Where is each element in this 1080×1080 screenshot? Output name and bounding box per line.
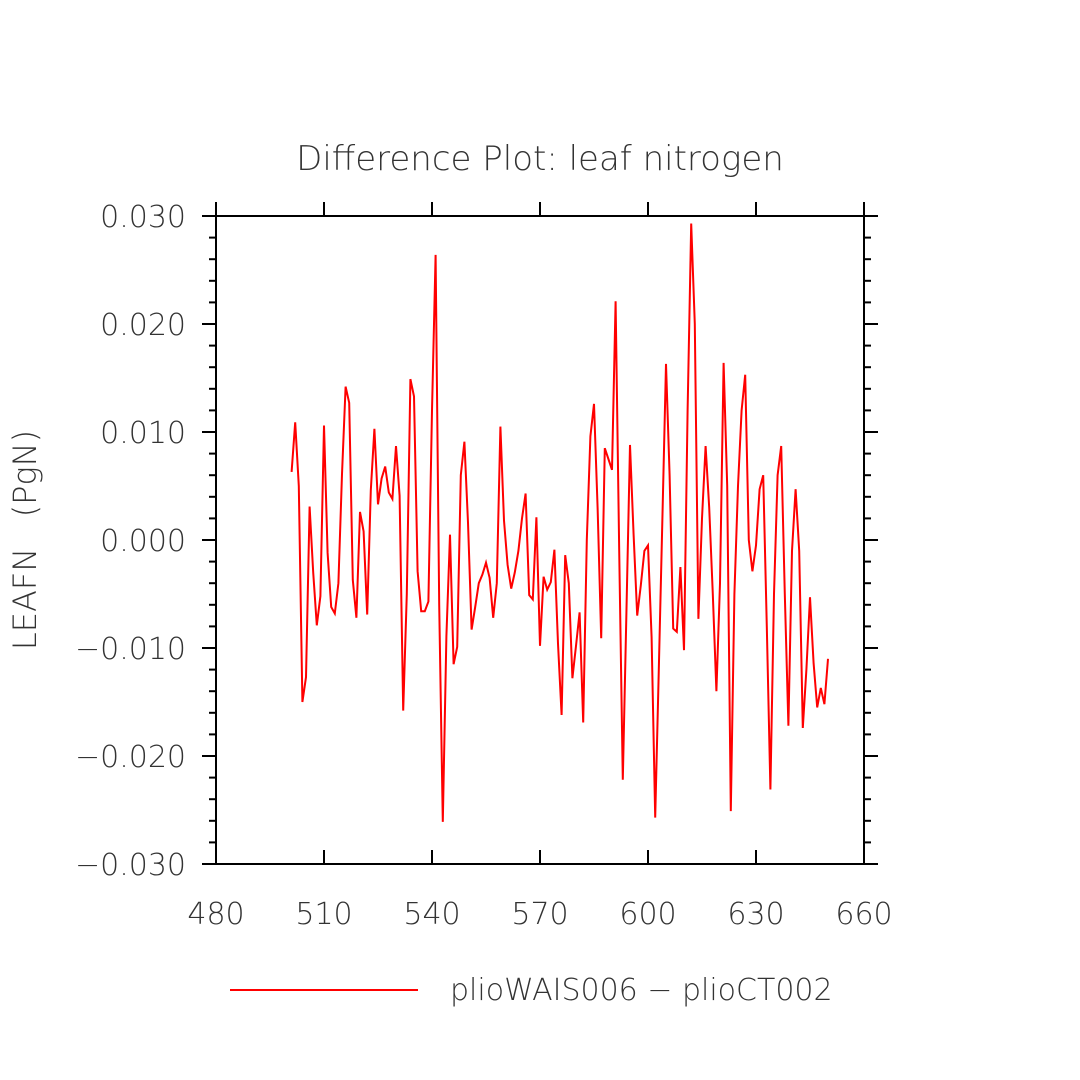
- y-axis: −0.030 −0.020 −0.010 0.000 0.010 0.020 0.030: [75, 200, 878, 883]
- plot-area: [215, 215, 865, 865]
- y-axis-label: LEAFN (PgN): [6, 430, 44, 650]
- x-axis: 480 510 540 570 600 630 660: [187, 202, 893, 932]
- plot-frame: [215, 215, 865, 865]
- y-tick-label: 0.010: [100, 416, 186, 451]
- x-tick-label: 480: [187, 897, 244, 932]
- legend: plioWAIS006 − plioCT002: [230, 973, 833, 1008]
- x-tick-label: 660: [835, 897, 892, 932]
- x-tick-label: 600: [619, 897, 676, 932]
- legend-label: plioWAIS006 − plioCT002: [450, 973, 833, 1008]
- y-tick-label: 0.030: [100, 200, 186, 235]
- y-tick-label: −0.010: [75, 632, 186, 667]
- chart-title: Difference Plot: leaf nitrogen: [296, 139, 784, 179]
- y-tick-label: 0.020: [100, 308, 186, 343]
- x-tick-label: 630: [727, 897, 784, 932]
- series-line-0: [290, 223, 829, 822]
- x-tick-label: 510: [295, 897, 352, 932]
- x-tick-label: 540: [403, 897, 460, 932]
- y-tick-label: −0.020: [75, 740, 186, 775]
- x-tick-label: 570: [511, 897, 568, 932]
- y-tick-label: 0.000: [100, 524, 186, 559]
- series-layer: [290, 223, 829, 822]
- y-tick-label: −0.030: [75, 848, 186, 883]
